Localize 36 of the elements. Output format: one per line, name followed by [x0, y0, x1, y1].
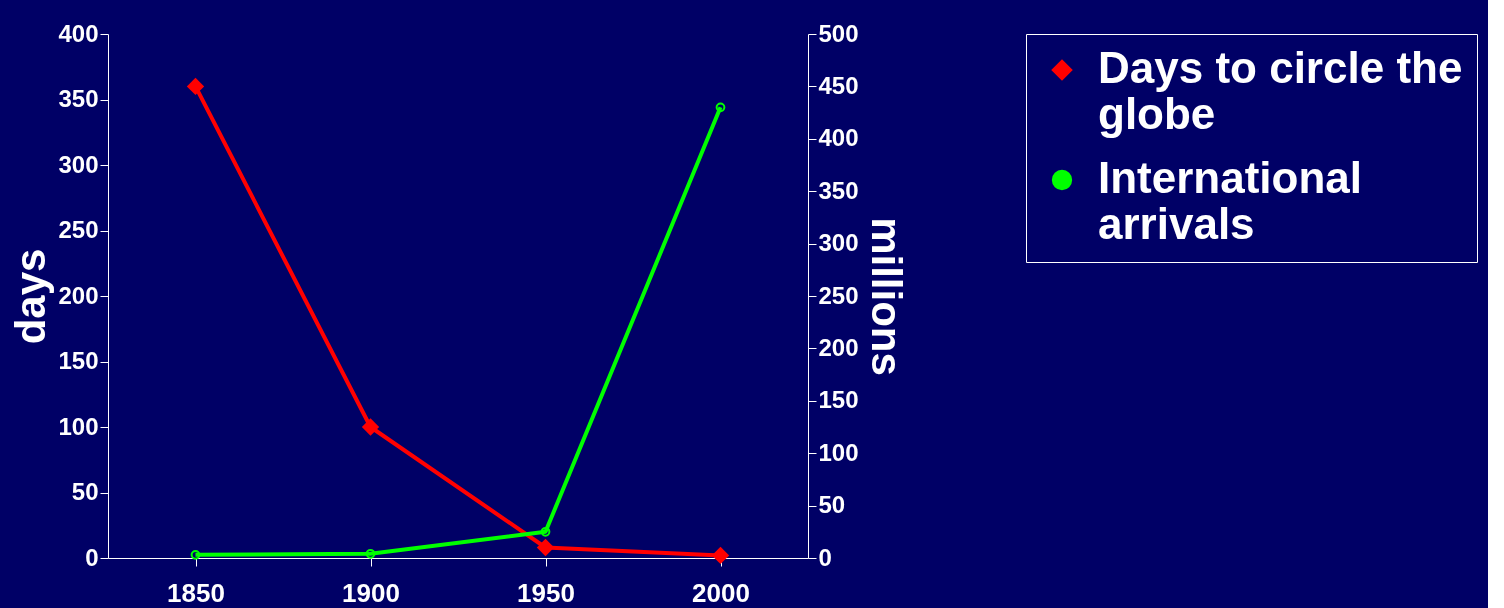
legend-label: International arrivals [1098, 153, 1363, 248]
y2-tick-label: 0 [818, 543, 832, 571]
y-axis-title: days [7, 248, 55, 345]
y2-tick-label: 500 [818, 19, 859, 47]
y2-axis-title: millions [862, 217, 910, 376]
x-tick-label: 1850 [167, 577, 225, 608]
point [190, 549, 201, 560]
y2-tick-label: 100 [818, 438, 859, 466]
y2-tick-label: 50 [818, 491, 846, 519]
y-tick-label: 200 [58, 281, 99, 309]
y-tick-label: 150 [58, 347, 99, 374]
y2-tick-label: 200 [818, 333, 859, 361]
x-tick-label: 1900 [342, 577, 400, 608]
x-tick-label: 2000 [692, 577, 750, 608]
point [361, 418, 380, 436]
y2-tick-label: 250 [818, 281, 859, 309]
y2-tick-label: 450 [818, 71, 859, 99]
y-tick-label: 300 [58, 150, 99, 178]
y-tick-label: 250 [58, 216, 99, 243]
point [365, 548, 376, 559]
y-tick-label: 400 [58, 19, 99, 47]
legend-label: Days to circle the globe [1098, 43, 1463, 138]
y-tick-label: 0 [85, 543, 99, 571]
y-tick-label: 50 [71, 478, 99, 505]
x-tick-label: 1950 [517, 577, 575, 608]
y2-tick-label: 300 [818, 229, 859, 257]
y2-tick-label: 150 [818, 386, 859, 414]
y2-tick-label: 400 [818, 124, 859, 152]
point [711, 546, 730, 565]
point [715, 102, 726, 113]
point [536, 538, 555, 557]
y2-tick-label: 350 [818, 176, 859, 204]
y-tick-label: 350 [58, 85, 99, 112]
point [540, 526, 551, 537]
y-tick-label: 100 [58, 412, 99, 440]
point [186, 77, 205, 96]
